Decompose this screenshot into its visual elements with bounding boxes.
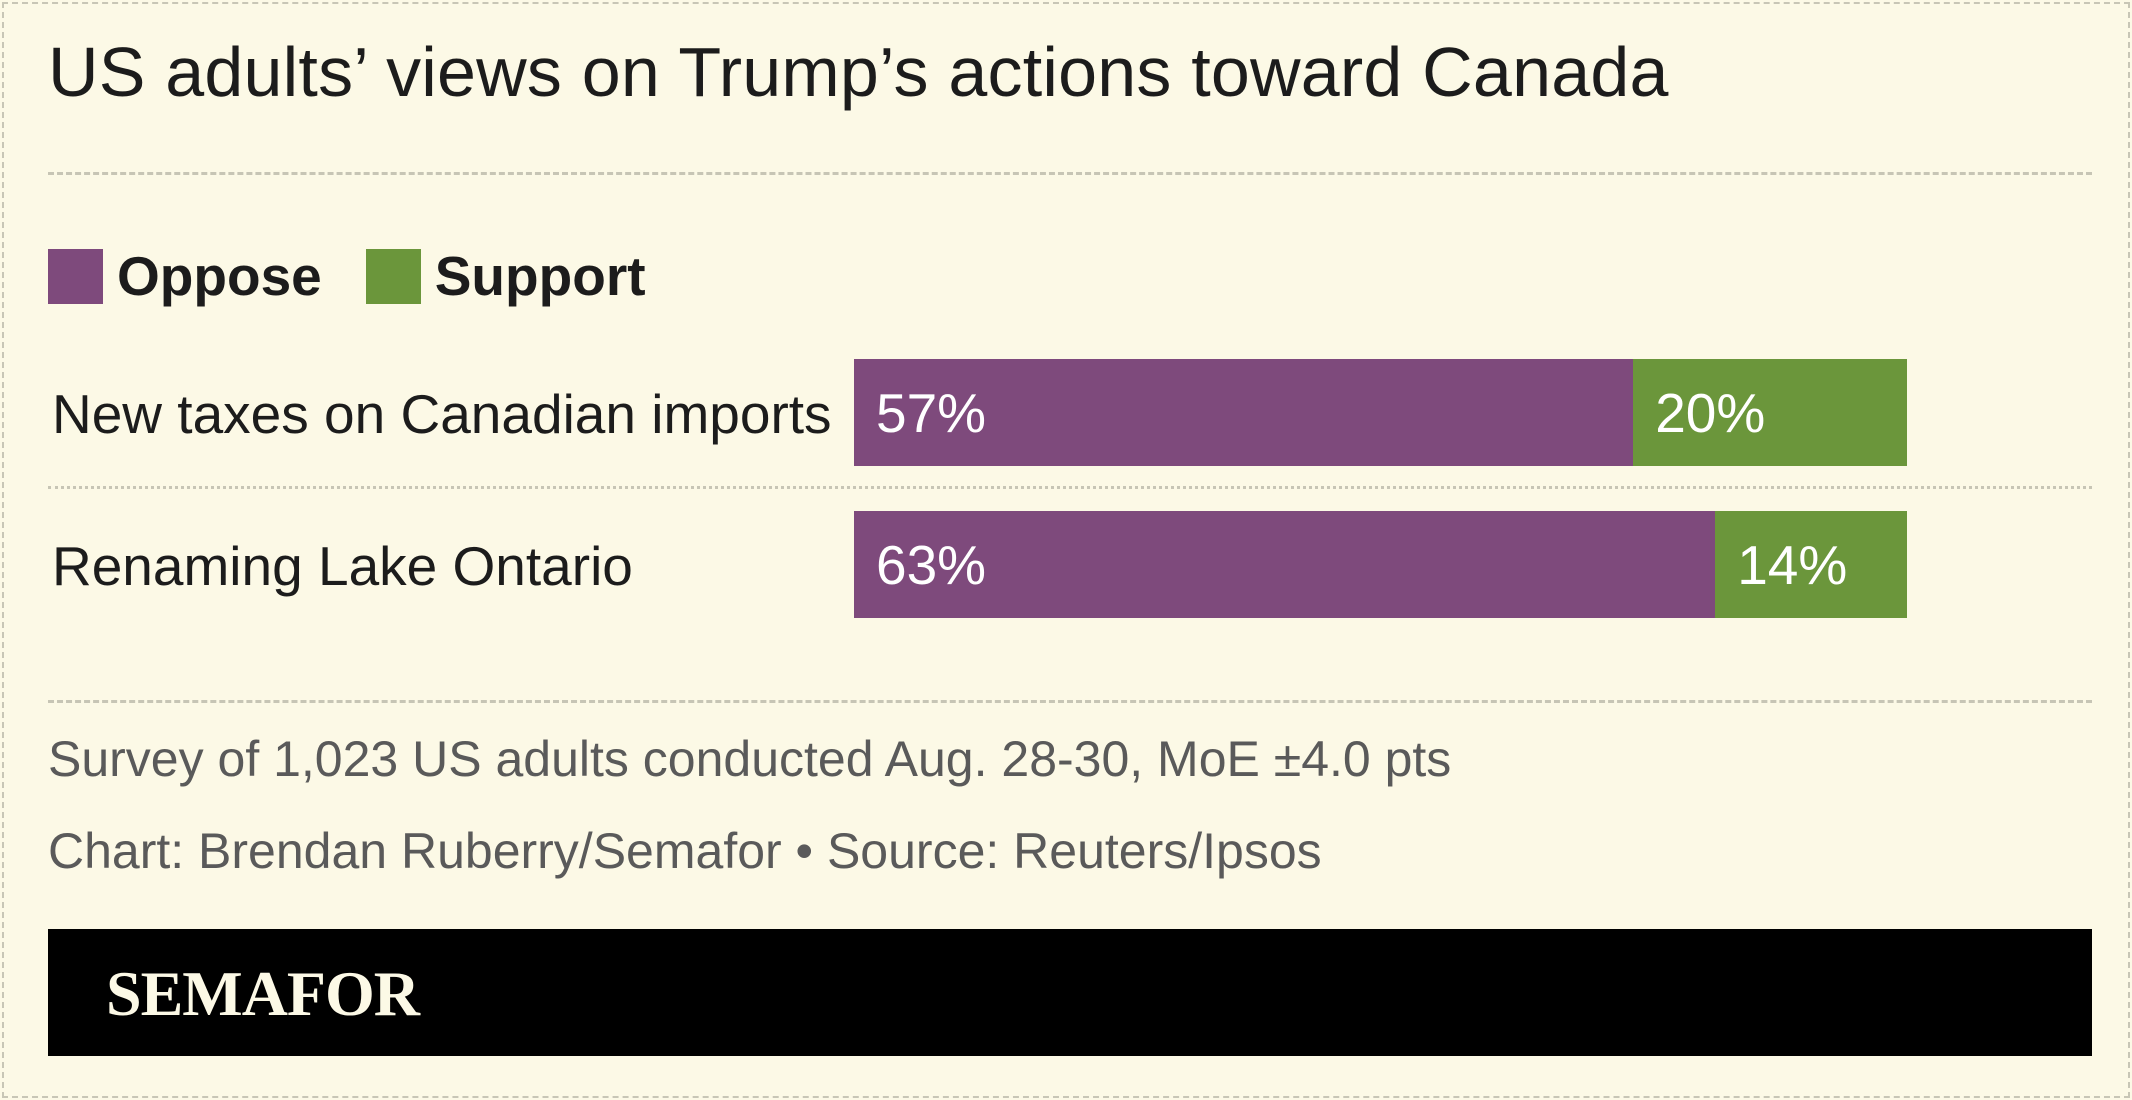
legend-item-oppose: Oppose (48, 244, 322, 308)
bar-support: 20% (1633, 359, 1907, 466)
data-label: 14% (1737, 533, 1848, 596)
notes-divider (48, 700, 2092, 703)
legend-label-support: Support (434, 245, 646, 307)
row-divider (48, 486, 2092, 489)
data-label: 63% (876, 533, 987, 596)
chart-title: US adults’ views on Trump’s actions towa… (48, 33, 1669, 111)
bar-oppose: 63% (854, 511, 1716, 618)
data-label: 57% (876, 381, 987, 444)
data-label: 20% (1655, 381, 1766, 444)
category-label: New taxes on Canadian imports (52, 383, 832, 445)
title-divider (48, 172, 2092, 175)
bar-oppose: 57% (854, 359, 1634, 466)
survey-note: Survey of 1,023 US adults conducted Aug.… (48, 731, 1452, 787)
bar-support: 14% (1715, 511, 1907, 618)
legend: Oppose Support (48, 244, 690, 308)
legend-label-oppose: Oppose (117, 245, 322, 307)
category-label: Renaming Lake Ontario (52, 535, 633, 597)
legend-item-support: Support (365, 244, 646, 308)
footer-bar: SEMAFOR (48, 929, 2092, 1056)
legend-swatch-support (365, 248, 421, 304)
source-credit: Chart: Brendan Ruberry/Semafor • Source:… (48, 823, 1322, 879)
legend-swatch-oppose (48, 248, 103, 304)
semafor-logo: SEMAFOR (106, 958, 420, 1029)
